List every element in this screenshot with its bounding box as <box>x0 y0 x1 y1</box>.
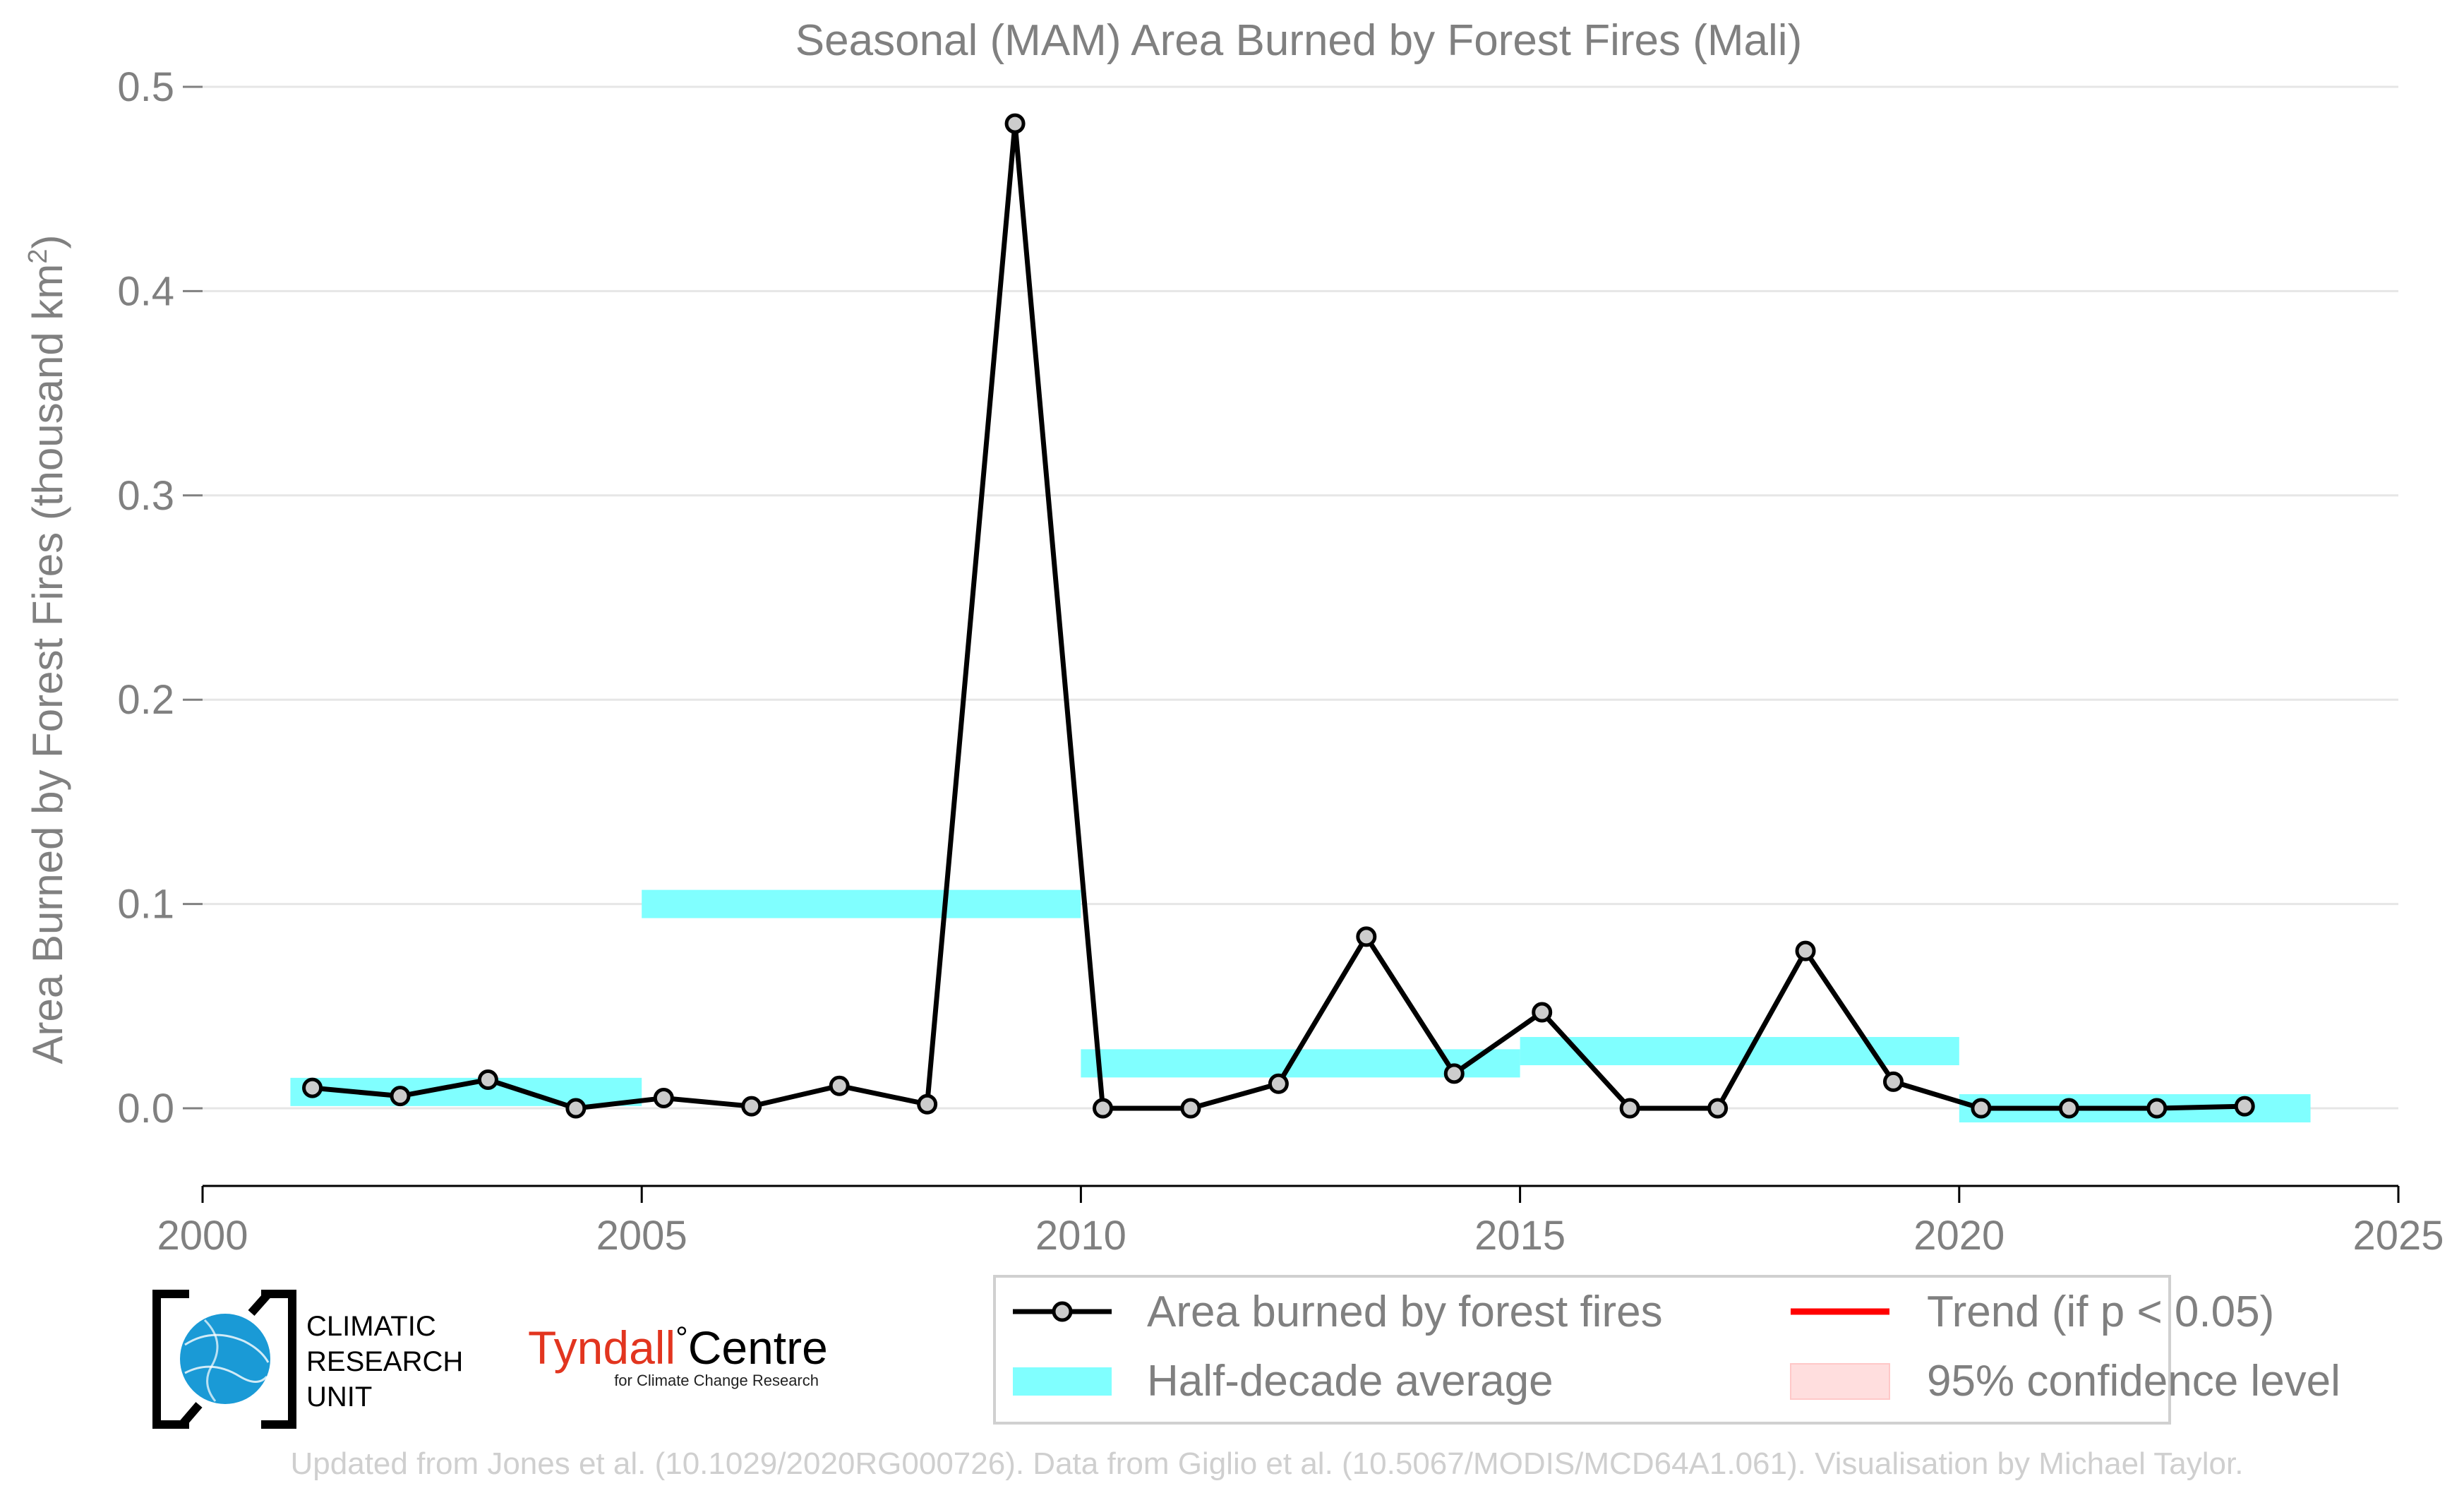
tyndall-logo-black: Centre <box>688 1321 828 1374</box>
data-point <box>829 1075 850 1096</box>
y-tick-label: 0.3 <box>117 473 174 519</box>
data-point <box>1532 1002 1553 1023</box>
y-axis-label-close: ) <box>24 235 71 249</box>
data-point <box>2234 1096 2255 1117</box>
data-point <box>1356 926 1377 947</box>
tyndall-logo-red: Tyndall <box>528 1321 675 1374</box>
tyndall-logo-degree: ° <box>675 1321 688 1355</box>
cru-logo-line-2: RESEARCH <box>306 1346 463 1377</box>
y-tick-label: 0.0 <box>117 1086 174 1132</box>
data-point <box>1882 1071 1904 1092</box>
cru-logo-left-bracket <box>152 1290 189 1429</box>
gridlines <box>203 85 2398 1110</box>
legend-confidence-swatch <box>1790 1363 1890 1400</box>
data-point <box>302 1077 323 1098</box>
x-tick-label: 2010 <box>1035 1213 1126 1259</box>
legend-item-confidence: 95% confidence level <box>1790 1357 2340 1405</box>
y-tick-label: 0.5 <box>117 64 174 110</box>
data-point <box>1004 113 1026 134</box>
legend-item-fires: Area burned by forest fires <box>1013 1288 1663 1336</box>
x-tick-label: 2015 <box>1474 1213 1565 1259</box>
globe-swirl-3 <box>203 1319 219 1402</box>
y-axis-ticks: 0.0 0.1 0.2 0.3 0.4 0.5 <box>117 64 203 1132</box>
data-point <box>1707 1098 1729 1119</box>
data-point <box>1268 1073 1289 1094</box>
x-tick-label: 2005 <box>596 1213 687 1259</box>
cru-logo-line-3: UNIT <box>306 1381 372 1413</box>
x-tick-label: 2025 <box>2352 1213 2444 1259</box>
data-point <box>2058 1098 2079 1119</box>
cru-logo: CLIMATIC RESEARCH UNIT <box>152 1290 463 1429</box>
data-point <box>1619 1098 1640 1119</box>
legend-label-fires: Area burned by forest fires <box>1147 1288 1663 1336</box>
cru-logo-bracket-slant-bottom <box>179 1402 203 1427</box>
y-tick-label: 0.2 <box>117 677 174 723</box>
data-point <box>1093 1098 1114 1119</box>
data-point <box>565 1098 587 1119</box>
legend-label-confidence: 95% confidence level <box>1927 1357 2340 1405</box>
data-point <box>1180 1098 1201 1119</box>
legend-box <box>993 1275 2171 1425</box>
chart-title: Seasonal (MAM) Area Burned by Forest Fir… <box>795 16 1802 65</box>
data-point <box>1795 940 1816 961</box>
series-line <box>310 121 2247 1111</box>
legend-label-average: Half-decade average <box>1147 1357 1553 1405</box>
globe-swirl-1 <box>184 1333 270 1363</box>
legend-average-swatch <box>1013 1367 1112 1396</box>
legend-item-trend: Trend (if p < 0.05) <box>1791 1288 2274 1336</box>
credit-text: Updated from Jones et al. (10.1029/2020R… <box>291 1446 2244 1481</box>
data-point <box>390 1086 411 1107</box>
globe-icon <box>180 1314 270 1404</box>
data-point <box>1443 1063 1465 1084</box>
tyndall-logo-wordmark: Tyndall°Centre <box>528 1321 828 1374</box>
cru-logo-bracket-slant-top <box>248 1291 272 1316</box>
data-point <box>741 1096 762 1117</box>
cru-logo-right-bracket <box>261 1290 296 1429</box>
y-tick-label: 0.4 <box>117 268 174 314</box>
y-axis-label-main: Area Burned by Forest Fires (thousand km <box>24 264 71 1065</box>
x-tick-label: 2020 <box>1913 1213 2005 1259</box>
half-decade-average-bar <box>642 889 1081 918</box>
data-point <box>2146 1098 2168 1119</box>
globe-swirl-2 <box>184 1365 268 1383</box>
legend-label-trend: Trend (if p < 0.05) <box>1927 1288 2274 1336</box>
legend-item-average: Half-decade average <box>1013 1357 1553 1405</box>
y-axis-label-superscript: 2 <box>23 249 53 264</box>
x-tick-label: 2000 <box>157 1213 248 1259</box>
half-decade-average-bars <box>290 889 2311 1123</box>
legend-marker-swatch <box>1052 1301 1073 1322</box>
y-tick-label: 0.1 <box>117 882 174 928</box>
tyndall-logo-subtitle: for Climate Change Research <box>614 1372 819 1389</box>
area-burned-series <box>302 113 2255 1119</box>
data-point <box>917 1093 938 1115</box>
x-axis: 2000 2005 2010 2015 2020 2025 <box>157 1185 2444 1259</box>
half-decade-average-bar <box>1520 1036 1959 1065</box>
legend: Area burned by forest fires Trend (if p … <box>993 1275 2340 1425</box>
y-axis-label: Area Burned by Forest Fires (thousand km… <box>23 235 71 1065</box>
data-point <box>653 1088 674 1109</box>
data-point <box>1971 1098 1992 1119</box>
tyndall-logo: Tyndall°Centre for Climate Change Resear… <box>528 1321 828 1389</box>
cru-logo-line-1: CLIMATIC <box>306 1311 436 1342</box>
data-point <box>477 1069 498 1091</box>
